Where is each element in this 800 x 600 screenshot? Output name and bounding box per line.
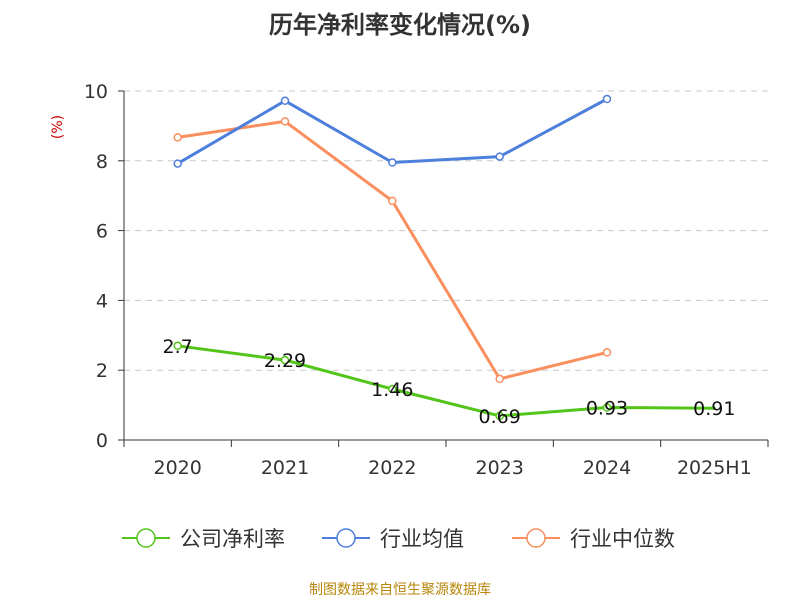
data-label: 0.91 bbox=[693, 398, 735, 420]
grid-layer bbox=[124, 90, 768, 371]
data-point bbox=[495, 152, 504, 161]
data-point bbox=[495, 374, 504, 384]
chart-title: 历年净利率变化情况(%) bbox=[269, 11, 531, 39]
data-point bbox=[602, 403, 612, 412]
legend-label: 行业中位数 bbox=[570, 527, 675, 551]
x-tick-label: 2020 bbox=[153, 457, 201, 479]
y-tick-label: 0 bbox=[96, 430, 108, 452]
data-point bbox=[280, 355, 290, 365]
series-layer bbox=[173, 94, 716, 421]
x-tick-label: 2024 bbox=[583, 457, 631, 479]
series-0 bbox=[173, 341, 716, 421]
x-tick-label: 2025H1 bbox=[677, 457, 752, 479]
legend-item-2: 行业中位数 bbox=[512, 527, 675, 551]
series-line bbox=[176, 344, 716, 418]
y-tick-label: 2 bbox=[96, 360, 108, 382]
series-line bbox=[176, 97, 609, 166]
data-point bbox=[602, 348, 612, 357]
data-label: 1.46 bbox=[371, 379, 413, 401]
legend-swatch-marker bbox=[136, 528, 156, 548]
axis-layer: 0 2 4 6 8 10 2020 2021 2022 2023 2024 2025H1 bbox=[84, 81, 769, 479]
data-point bbox=[280, 96, 290, 106]
y-axis-unit: (%) bbox=[50, 115, 66, 139]
y-tick-label: 4 bbox=[96, 290, 108, 312]
y-tick-label: 8 bbox=[96, 151, 108, 173]
data-point bbox=[495, 411, 504, 421]
data-label: 0.69 bbox=[479, 406, 521, 428]
data-label: 2.29 bbox=[264, 350, 306, 372]
data-point bbox=[173, 159, 182, 168]
series-2 bbox=[173, 117, 612, 384]
legend-swatch-marker bbox=[526, 528, 546, 548]
data-point bbox=[173, 133, 182, 142]
data-point bbox=[388, 158, 397, 167]
legend: 公司净利率 行业均值 行业中位数 bbox=[122, 527, 675, 551]
data-label-layer: 2.7 2.29 1.46 0.69 0.93 0.91 bbox=[163, 336, 736, 428]
x-tick-label: 2021 bbox=[261, 457, 309, 479]
data-point bbox=[602, 94, 612, 104]
x-tick-label: 2022 bbox=[368, 457, 416, 479]
legend-label: 公司净利率 bbox=[180, 527, 285, 551]
series-1 bbox=[173, 94, 612, 168]
data-point bbox=[388, 384, 397, 394]
legend-item-0: 公司净利率 bbox=[122, 527, 285, 551]
data-label: 0.93 bbox=[586, 398, 628, 420]
data-point bbox=[173, 341, 182, 351]
y-tick-label: 10 bbox=[84, 81, 108, 103]
data-label: 2.7 bbox=[163, 336, 193, 358]
y-tick-label: 6 bbox=[96, 221, 108, 243]
legend-label: 行业均值 bbox=[380, 527, 464, 551]
data-point bbox=[388, 196, 397, 206]
data-point bbox=[280, 117, 290, 126]
x-tick-label: 2023 bbox=[475, 457, 523, 479]
data-source-note: 制图数据来自恒生聚源数据库 bbox=[309, 582, 491, 598]
legend-item-1: 行业均值 bbox=[322, 527, 464, 551]
legend-swatch-marker bbox=[336, 528, 356, 548]
